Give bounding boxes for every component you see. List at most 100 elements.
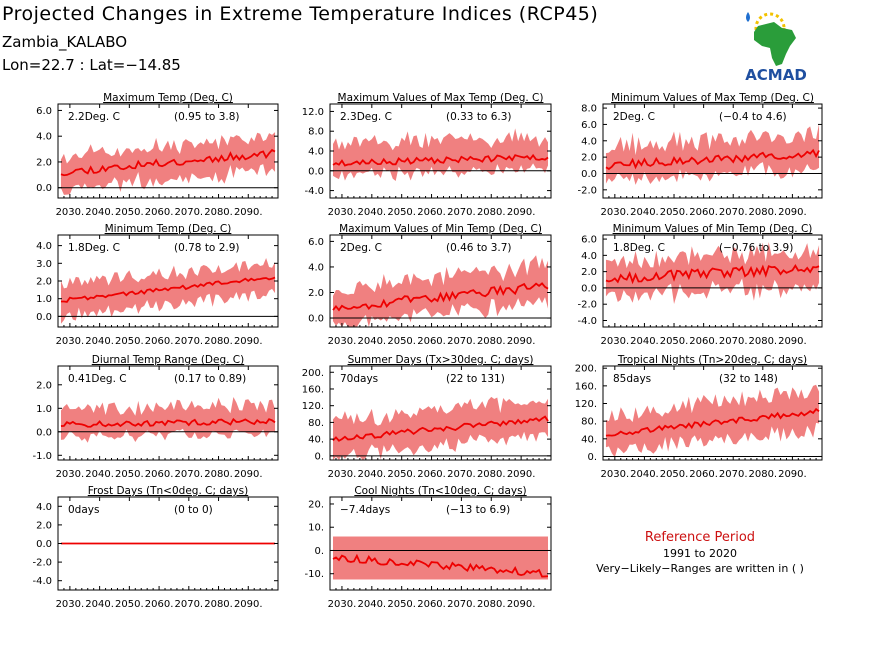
likely-range-label: (0 to 0) xyxy=(174,504,213,516)
y-tick-label: -4.0 xyxy=(577,316,597,327)
y-tick-label: -4.0 xyxy=(32,576,52,587)
chart-title: Diurnal Temp Range (Deg. C) xyxy=(92,354,244,366)
median-line xyxy=(332,282,549,312)
y-tick-label: 160. xyxy=(575,381,597,392)
y-tick-label: 8.0 xyxy=(308,127,324,138)
x-tick-label: 2040. xyxy=(85,207,114,218)
likely-range-band xyxy=(332,128,549,181)
y-tick-label: 0.0 xyxy=(581,169,597,180)
likely-range-label: (0.46 to 3.7) xyxy=(446,242,512,254)
x-tick-label: 2030. xyxy=(601,207,630,218)
y-tick-label: 4.0 xyxy=(36,132,52,143)
mean-change-label: 2.3Deg. C xyxy=(340,111,392,123)
chart-title: Maximum Values of Max Temp (Deg. C) xyxy=(338,92,544,104)
x-tick-label: 2050. xyxy=(387,336,416,347)
chart-panel: 2030. 2040. 2050. 2060. 2070. 2080. 2090. -4.0 -… xyxy=(32,485,279,610)
y-tick-label: 2.0 xyxy=(308,288,324,299)
likely-range-label: (−13 to 6.9) xyxy=(446,504,510,516)
x-tick-label: 2060. xyxy=(689,336,718,347)
x-tick-label: 2040. xyxy=(630,207,659,218)
africa-shape-icon xyxy=(754,22,796,66)
likely-range-band xyxy=(605,242,820,305)
plot-frame xyxy=(329,365,552,461)
x-tick-label: 2060. xyxy=(689,207,718,218)
x-tick-label: 2040. xyxy=(630,336,659,347)
y-tick-label: 0.0 xyxy=(581,283,597,294)
x-tick-label: 2090. xyxy=(507,336,536,347)
x-tick-label: 2080. xyxy=(204,207,233,218)
x-tick-label: 2070. xyxy=(174,336,203,347)
likely-range-band xyxy=(60,396,276,443)
plot-frame xyxy=(329,234,552,328)
x-tick-label: 2090. xyxy=(507,469,536,480)
median-line xyxy=(332,415,549,442)
y-tick-label: 0. xyxy=(314,451,324,462)
y-tick-label: 4.0 xyxy=(581,251,597,262)
likely-range-label: (0.17 to 0.89) xyxy=(174,373,246,385)
y-tick-label: 80. xyxy=(581,417,597,428)
chart-title: Minimum Values of Min Temp (Deg. C) xyxy=(613,223,813,235)
y-tick-label: 2.0 xyxy=(36,380,52,391)
mean-change-label: 85days xyxy=(613,373,651,385)
x-tick-label: 2080. xyxy=(748,336,777,347)
y-tick-label: 120. xyxy=(575,399,597,410)
coordinates-label: Lon=22.7 : Lat=−14.85 xyxy=(2,56,181,74)
y-tick-label: 6.0 xyxy=(308,237,324,248)
x-tick-label: 2040. xyxy=(357,207,386,218)
x-tick-label: 2050. xyxy=(387,599,416,610)
y-tick-label: 40. xyxy=(581,434,597,445)
median-line xyxy=(60,276,276,303)
chart-panel: 2030. 2040. 2050. 2060. 2070. 2080. 2090. 0.0 1.… xyxy=(36,223,279,347)
likely-range-label: (−0.76 to 3.9) xyxy=(719,242,793,254)
median-line xyxy=(332,553,549,578)
y-tick-label: 2.0 xyxy=(36,157,52,168)
x-tick-label: 2080. xyxy=(204,336,233,347)
location-label: Zambia_KALABO xyxy=(2,33,128,51)
x-tick-label: 2080. xyxy=(204,599,233,610)
x-tick-label: 2070. xyxy=(174,469,203,480)
plot-frame xyxy=(329,496,552,591)
chart-panel: 2030. 2040. 2050. 2060. 2070. 2080. 2090. -10. 0… xyxy=(304,485,552,610)
y-tick-label: 0.0 xyxy=(36,183,52,194)
x-tick-label: 2040. xyxy=(357,336,386,347)
chart-panel: 2030. 2040. 2050. 2060. 2070. 2080. 2090. 0.0 2.… xyxy=(36,92,279,218)
x-tick-label: 2070. xyxy=(174,599,203,610)
x-tick-label: 2030. xyxy=(56,599,85,610)
x-tick-label: 2070. xyxy=(447,599,476,610)
median-line xyxy=(605,264,820,285)
x-tick-label: 2070. xyxy=(719,469,748,480)
mean-change-label: 0days xyxy=(68,504,99,516)
reference-period-note: Very−Likely−Ranges are written in ( ) xyxy=(596,562,804,575)
x-tick-label: 2030. xyxy=(328,336,357,347)
x-tick-label: 2040. xyxy=(85,599,114,610)
x-tick-label: 2090. xyxy=(778,336,807,347)
chart-panel: 2030. 2040. 2050. 2060. 2070. 2080. 2090. 0.0 2.… xyxy=(308,223,552,347)
chart-title: Maximum Temp (Deg. C) xyxy=(103,92,233,104)
x-tick-label: 2080. xyxy=(477,599,506,610)
y-tick-label: -4.0 xyxy=(304,186,324,197)
chart-title: Tropical Nights (Tn>20deg. C; days) xyxy=(617,354,807,366)
y-tick-label: -2.0 xyxy=(577,300,597,311)
y-tick-label: 2.0 xyxy=(581,267,597,278)
x-tick-label: 2060. xyxy=(145,207,174,218)
x-tick-label: 2070. xyxy=(174,207,203,218)
x-tick-label: 2090. xyxy=(234,469,263,480)
chart-title: Maximum Values of Min Temp (Deg. C) xyxy=(339,223,542,235)
x-tick-label: 2060. xyxy=(417,207,446,218)
plot-frame xyxy=(602,103,823,199)
chart-panel: 2030. 2040. 2050. 2060. 2070. 2080. 2090. -1.0 0… xyxy=(32,354,279,480)
mean-change-label: 1.8Deg. C xyxy=(613,242,665,254)
x-tick-label: 2060. xyxy=(145,336,174,347)
x-tick-label: 2090. xyxy=(234,207,263,218)
x-tick-label: 2090. xyxy=(234,599,263,610)
chart-panel: 2030. 2040. 2050. 2060. 2070. 2080. 2090. -4.0 0… xyxy=(302,92,552,218)
y-tick-label: 2.0 xyxy=(36,520,52,531)
x-tick-label: 2050. xyxy=(115,207,144,218)
y-tick-label: 0.0 xyxy=(36,427,52,438)
x-tick-label: 2090. xyxy=(778,469,807,480)
x-tick-label: 2060. xyxy=(417,469,446,480)
y-tick-label: -1.0 xyxy=(32,451,52,462)
y-tick-label: 4.0 xyxy=(581,136,597,147)
median-line xyxy=(60,417,276,428)
